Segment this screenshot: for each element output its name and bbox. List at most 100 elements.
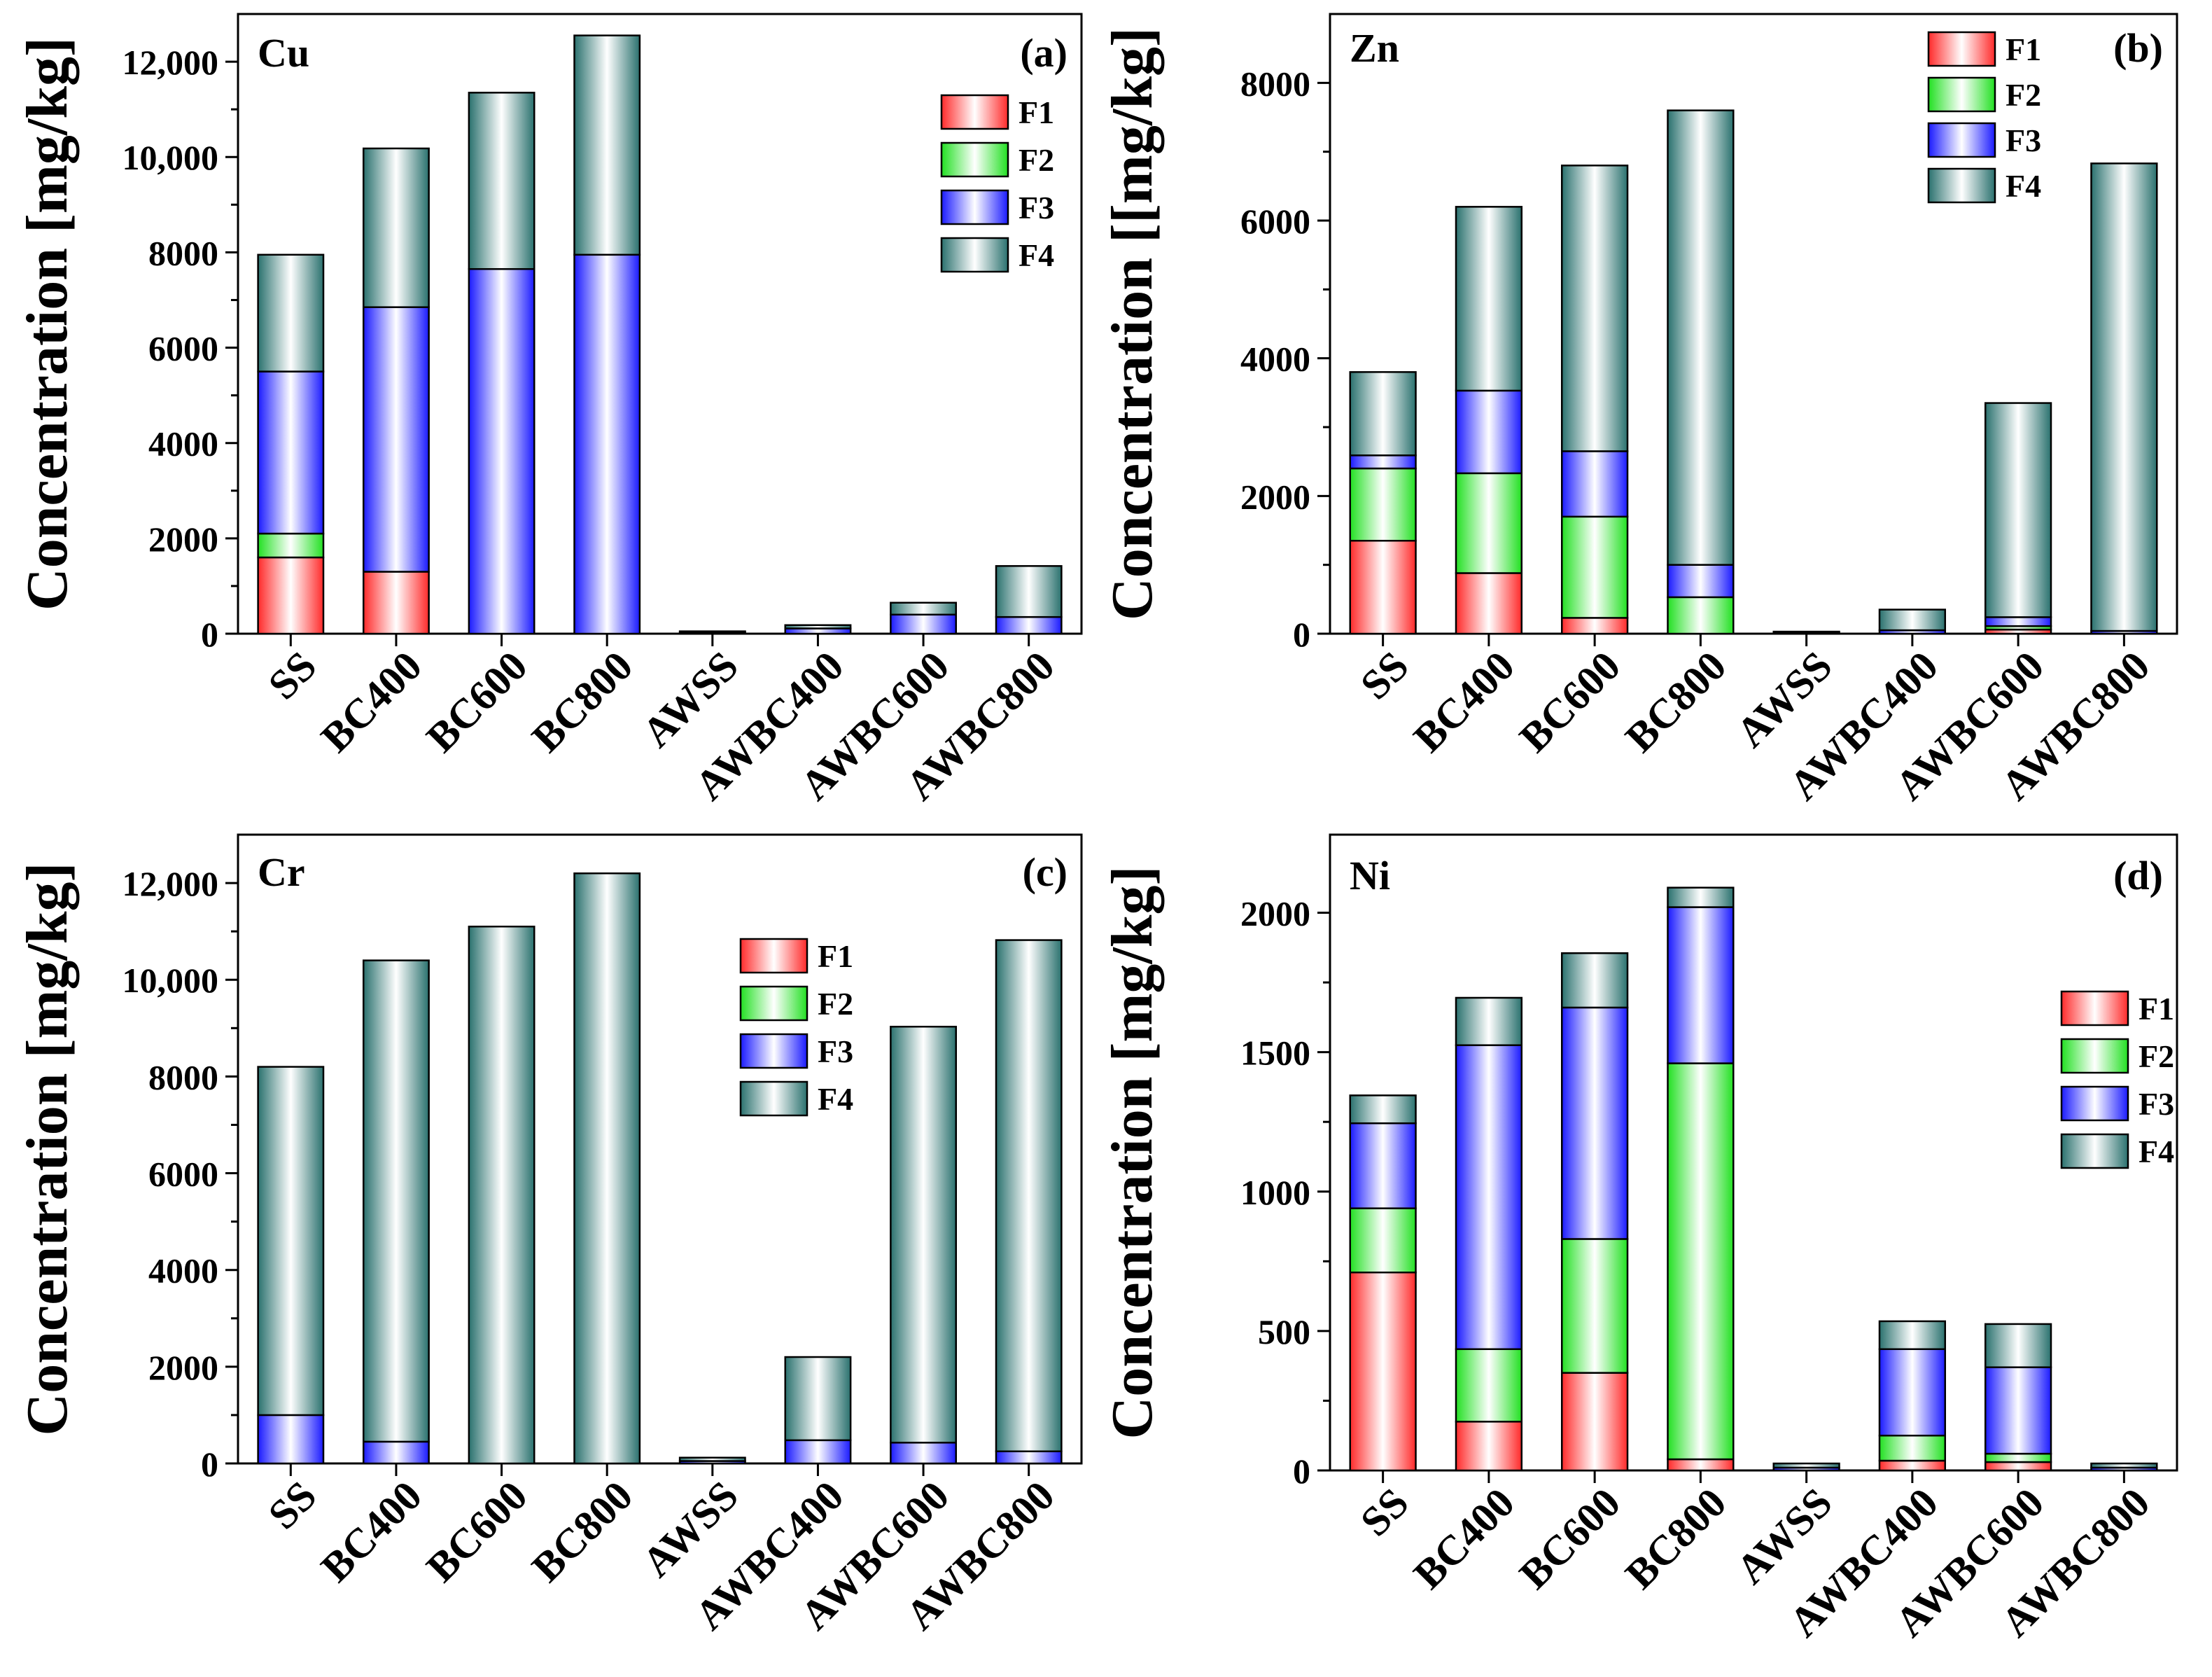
y-tick-label: 2000 bbox=[1240, 477, 1310, 516]
bar-segment-ss-f2 bbox=[1349, 467, 1417, 542]
metal-label: Ni bbox=[1350, 853, 1390, 898]
bar-segment-awbc400-f4 bbox=[1878, 608, 1947, 632]
y-tick-label: 6000 bbox=[148, 329, 218, 368]
bar-segment-bc800-f2 bbox=[1667, 1062, 1735, 1461]
legend-swatch-f1 bbox=[739, 938, 808, 974]
chart-panel-zn: 0 2000 4000 6000 8000 Concentration [[mg/kg] Z… bbox=[1100, 13, 2178, 809]
bar-segment-awbc600-f3 bbox=[890, 613, 958, 635]
y-tick-label: 8000 bbox=[148, 1057, 218, 1097]
legend: F1 F2 F3 F4 bbox=[739, 938, 853, 1117]
bar-segment-bc400-f1 bbox=[362, 571, 430, 635]
bar-segment-awbc600-f3 bbox=[1984, 616, 2052, 627]
x-tick-label: BC800 bbox=[523, 643, 641, 761]
bar-segment-bc600-f3 bbox=[1560, 1006, 1629, 1240]
y-tick-label: 1000 bbox=[1240, 1173, 1310, 1212]
bar-segment-bc600-f3 bbox=[1560, 450, 1629, 518]
y-tick-label: 500 bbox=[1258, 1312, 1310, 1351]
metal-label: Cu bbox=[258, 30, 309, 76]
bar-segment-ss-f1 bbox=[257, 556, 325, 635]
bar-segment-ss-f3 bbox=[1349, 1122, 1417, 1209]
y-tick-label: 4000 bbox=[148, 424, 218, 464]
y-tick-label: 10,000 bbox=[122, 961, 219, 1000]
y-tick-label: 8000 bbox=[1240, 64, 1310, 103]
bar-segment-bc800-f4 bbox=[1667, 886, 1735, 908]
bar-segment-bc800-f3 bbox=[573, 253, 641, 635]
plot-frame bbox=[237, 833, 1083, 1465]
bar-segment-bc400-f2 bbox=[1455, 472, 1523, 574]
y-tick-label: 2000 bbox=[1240, 894, 1310, 933]
bar-segment-ss-f3 bbox=[257, 1414, 325, 1465]
metal-label: Zn bbox=[1350, 25, 1399, 71]
legend-swatch-f2 bbox=[739, 985, 808, 1022]
bar-segment-awbc800-f3 bbox=[995, 1450, 1063, 1465]
legend-label-f2: F2 bbox=[818, 986, 853, 1022]
y-tick-label: 0 bbox=[1293, 615, 1310, 654]
panel-label: (c) bbox=[1023, 849, 1068, 895]
bar-segment-ss-f4 bbox=[1349, 371, 1417, 457]
y-tick-label: 6000 bbox=[148, 1155, 218, 1194]
legend-swatch-f2 bbox=[2060, 1038, 2129, 1074]
bar-segment-bc600-f4 bbox=[468, 925, 536, 1465]
x-tick-label: BC400 bbox=[1405, 1480, 1523, 1598]
bar-segment-awbc400-f3 bbox=[1878, 1348, 1947, 1437]
y-axis-title: Concentration [mg/kg] bbox=[1100, 866, 1165, 1440]
bar-segment-awbc600-f4 bbox=[1984, 402, 2052, 618]
bar-segment-awbc400-f4 bbox=[1878, 1320, 1947, 1351]
legend-swatch-f1 bbox=[940, 94, 1009, 130]
bar-segment-bc400-f3 bbox=[1455, 1044, 1523, 1351]
plot-frame bbox=[1329, 13, 2178, 635]
legend-label-f2: F2 bbox=[2005, 77, 2041, 113]
bar-segment-awbc400-f4 bbox=[784, 624, 852, 629]
x-tick-label: BC600 bbox=[1511, 1480, 1629, 1598]
legend-label-f1: F1 bbox=[2138, 991, 2174, 1027]
bar-segment-bc800-f4 bbox=[1667, 109, 1735, 566]
x-tick-label: BC600 bbox=[418, 1473, 536, 1591]
y-axis-title: Concentration [mg/kg] bbox=[15, 863, 80, 1436]
legend-swatch-f3 bbox=[1927, 122, 1996, 158]
bar-segment-bc800-f4 bbox=[573, 34, 641, 256]
legend-swatch-f1 bbox=[2060, 990, 2129, 1027]
legend: F1 F2 F3 F4 bbox=[2060, 990, 2174, 1169]
legend-label-f1: F1 bbox=[2005, 32, 2041, 67]
legend-swatch-f4 bbox=[739, 1080, 808, 1117]
legend-swatch-f1 bbox=[1927, 31, 1996, 67]
y-tick-label: 0 bbox=[1293, 1452, 1310, 1491]
x-tick-label: BC400 bbox=[312, 1473, 430, 1591]
legend: F1 F2 F3 F4 bbox=[940, 94, 1054, 273]
legend-label-f3: F3 bbox=[1018, 190, 1054, 225]
bar-segment-ss-f2 bbox=[1349, 1207, 1417, 1274]
legend-label-f2: F2 bbox=[1018, 142, 1054, 178]
bar-segment-awbc400-f2 bbox=[1878, 1434, 1947, 1462]
x-tick-label: BC800 bbox=[523, 1473, 641, 1591]
bar-segment-ss-f4 bbox=[1349, 1094, 1417, 1125]
y-tick-label: 0 bbox=[201, 615, 218, 654]
bar-segment-awbc400-f4 bbox=[784, 1356, 852, 1442]
y-tick-label: 4000 bbox=[148, 1251, 218, 1290]
y-axis-title: Concentration [[mg/kg] bbox=[1100, 27, 1165, 620]
legend-swatch-f3 bbox=[940, 189, 1009, 225]
bar-segment-bc400-f3 bbox=[362, 1440, 430, 1465]
panel-label: (a) bbox=[1020, 30, 1068, 76]
bar-segment-awss-f4 bbox=[1772, 1462, 1840, 1469]
bar-segment-ss-f4 bbox=[257, 253, 325, 373]
bar-segment-bc400-f2 bbox=[1455, 1348, 1523, 1423]
panel-label: (d) bbox=[2113, 853, 2163, 898]
bar-segment-ss-f4 bbox=[257, 1066, 325, 1417]
x-tick-label: SS bbox=[260, 643, 326, 709]
bar-segment-bc400-f4 bbox=[362, 147, 430, 308]
y-tick-label: 2000 bbox=[148, 1348, 218, 1387]
bar-segment-bc600-f4 bbox=[1560, 165, 1629, 452]
panel-label: (b) bbox=[2113, 25, 2163, 71]
x-tick-label: SS bbox=[260, 1473, 326, 1538]
x-tick-label: BC800 bbox=[1616, 1480, 1735, 1598]
bar-segment-ss-f1 bbox=[1349, 1271, 1417, 1472]
bar-segment-awbc800-f4 bbox=[2090, 162, 2158, 632]
x-tick-label: BC400 bbox=[1405, 643, 1523, 761]
y-tick-label: 1500 bbox=[1240, 1034, 1310, 1073]
bar-segment-bc800-f3 bbox=[1667, 906, 1735, 1064]
bar-segment-awbc600-f2 bbox=[1984, 1452, 2052, 1463]
bar-segment-awbc600-f4 bbox=[1984, 1323, 2052, 1368]
bar-segment-bc400-f1 bbox=[1455, 1421, 1523, 1472]
y-tick-label: 4000 bbox=[1240, 340, 1310, 379]
